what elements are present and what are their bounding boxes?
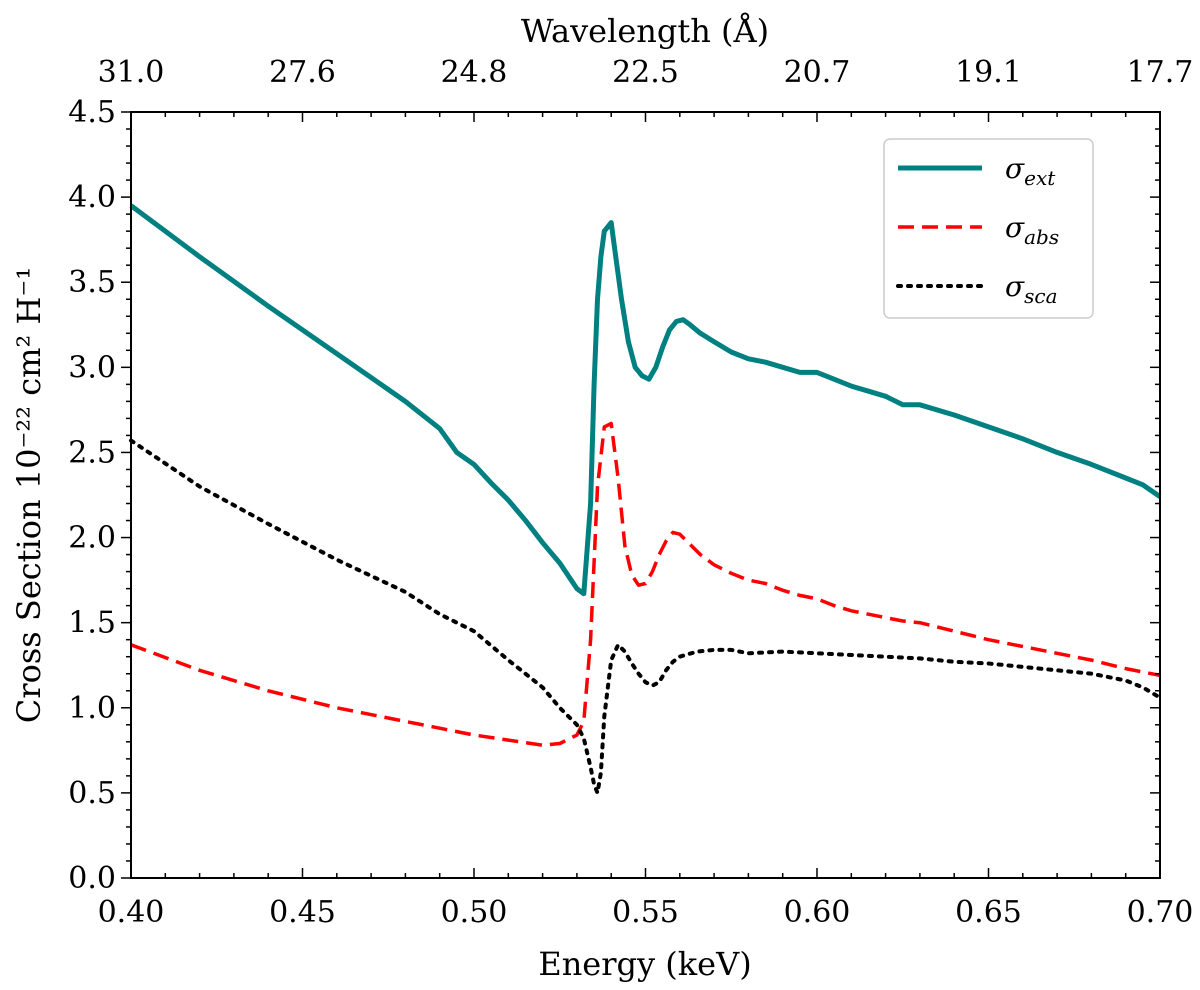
top-tick-label: 20.7 — [784, 55, 851, 90]
legend-label-sca: σsca — [1005, 270, 1058, 308]
top-tick-label: 22.5 — [612, 55, 679, 90]
series-line-ext — [129, 203, 1162, 597]
y-tick-label: 0.0 — [68, 861, 116, 896]
top-tick-label: 19.1 — [955, 55, 1022, 90]
legend-symbol-abs: σ — [1005, 211, 1025, 244]
series-line-abs — [130, 421, 1161, 747]
legend-box — [883, 138, 1094, 319]
x-tick-label: 0.50 — [441, 895, 508, 930]
y-tick-label: 2.5 — [68, 435, 116, 470]
plot-frame — [130, 111, 1161, 879]
y-tick-label: 3.0 — [68, 350, 116, 385]
top-tick-label: 17.7 — [1127, 55, 1194, 90]
x-axis-title: Energy (keV) — [538, 945, 751, 983]
top-tick-label: 27.6 — [269, 55, 336, 90]
y-tick-label: 1.5 — [68, 606, 116, 641]
series-line-sca — [129, 438, 1162, 795]
legend: σext σabs σsca — [883, 138, 1094, 319]
x-tick-label: 0.40 — [98, 895, 165, 930]
x-tick-label: 0.65 — [955, 895, 1022, 930]
legend-sub-abs: abs — [1024, 225, 1059, 249]
y-tick-label: 4.5 — [68, 95, 116, 130]
x-tick-label: 0.45 — [269, 895, 336, 930]
top-tick-label: 31.0 — [98, 55, 165, 90]
legend-label-ext: σext — [1005, 152, 1056, 190]
y-tick-label: 0.5 — [68, 776, 116, 811]
legend-sub-sca: sca — [1024, 284, 1057, 308]
series-layer — [129, 203, 1162, 795]
top-tick-label: 24.8 — [441, 55, 508, 90]
legend-symbol-ext: σ — [1005, 152, 1025, 185]
y-axis-title: Cross Section 10⁻²² cm² H⁻¹ — [10, 267, 48, 723]
y-tick-label: 2.0 — [68, 521, 116, 556]
y-tick-label: 3.5 — [68, 265, 116, 300]
legend-label-abs: σabs — [1005, 211, 1059, 249]
y-tick-label: 4.0 — [68, 180, 116, 215]
x-tick-label: 0.60 — [784, 895, 851, 930]
top-axis-title: Wavelength (Å) — [521, 12, 769, 50]
legend-symbol-sca: σ — [1005, 270, 1025, 303]
x-tick-label: 0.55 — [612, 895, 679, 930]
x-tick-label: 0.70 — [1127, 895, 1194, 930]
y-tick-label: 1.0 — [68, 691, 116, 726]
legend-sub-ext: ext — [1024, 166, 1056, 190]
